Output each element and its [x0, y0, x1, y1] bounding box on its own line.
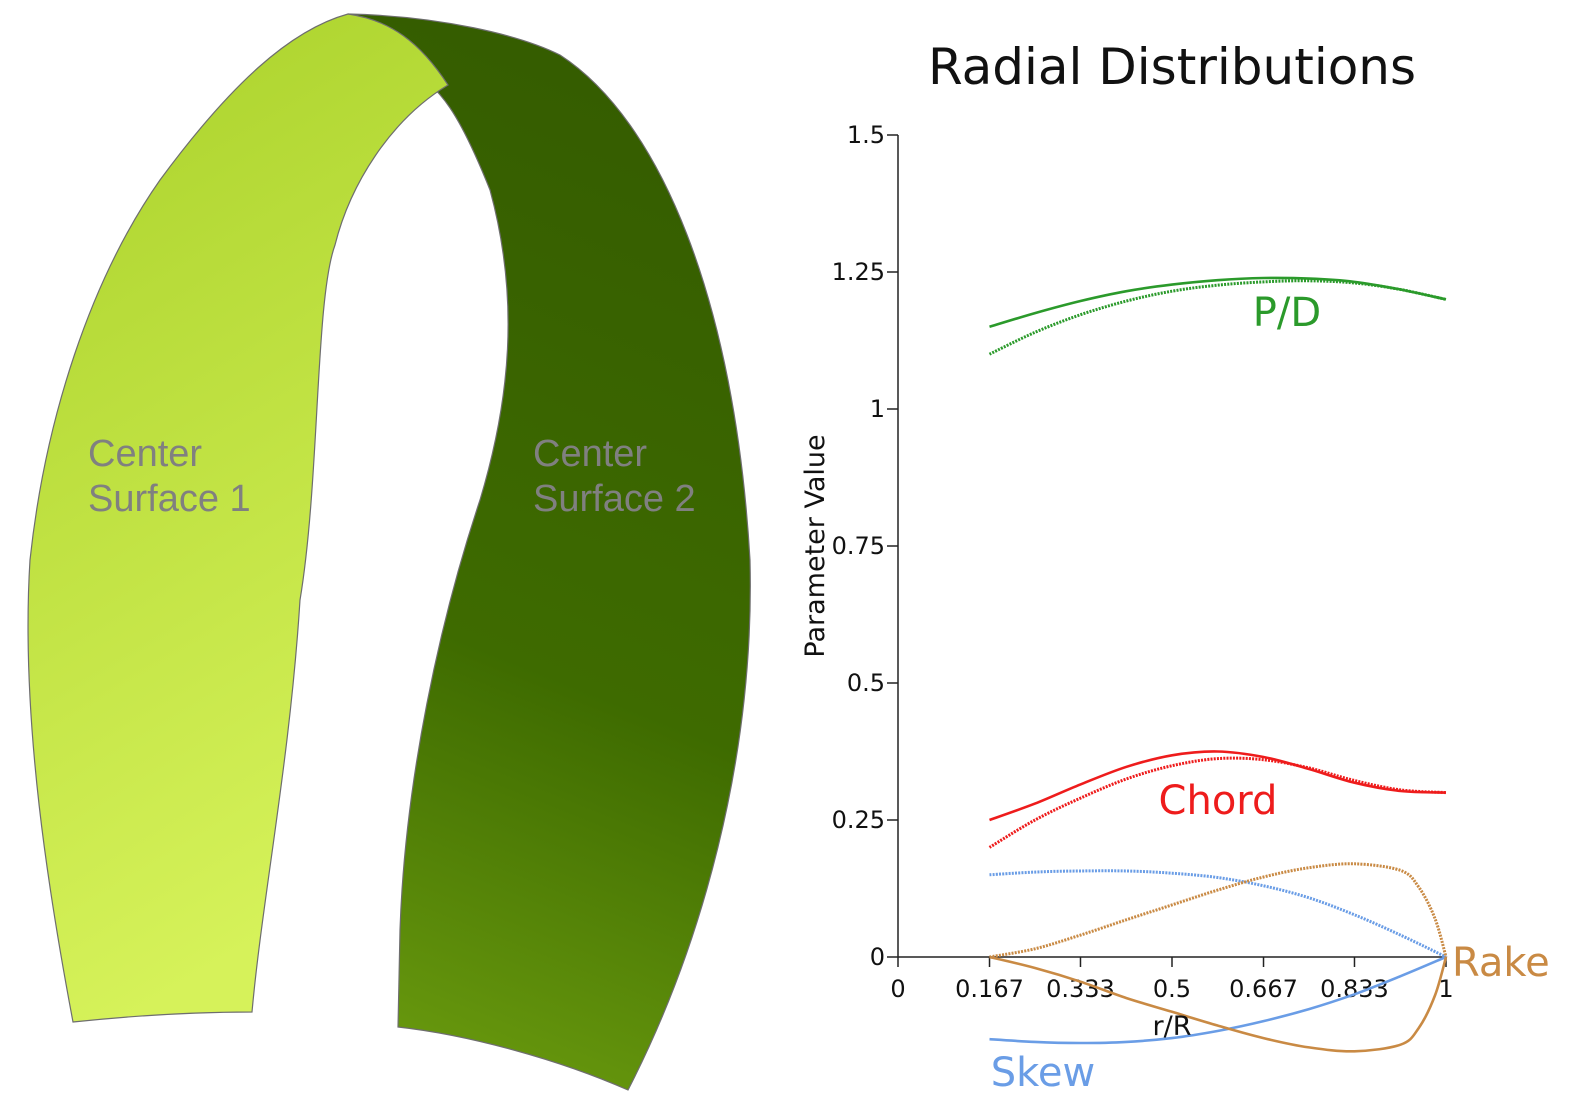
y-tick-label: 0.5 — [847, 669, 885, 697]
chart-series-labels: P/D Chord Skew Rake — [991, 290, 1550, 1096]
y-tick-label: 1 — [870, 395, 885, 423]
y-tick-label: 1.5 — [847, 121, 885, 149]
center-surface-1-shape — [27, 13, 449, 1023]
center-surface-1-label-line2: Surface 1 — [88, 478, 251, 520]
series-line-skew-surface-2 — [989, 869, 1447, 959]
series-label-chord: Chord — [1159, 778, 1278, 824]
y-tick-label: 0 — [870, 943, 885, 971]
series-line-rake-surface-1 — [989, 955, 1448, 1053]
series-line-chord-surface-2 — [988, 756, 1447, 849]
x-tick-label: 0 — [890, 975, 905, 1003]
series-label-rake: Rake — [1452, 940, 1550, 986]
chart-title: Radial Distributions — [928, 38, 1416, 96]
blade-surfaces-illustration: Center Surface 1 Center Surface 2 — [27, 13, 751, 1091]
y-tick-label: 0.75 — [832, 532, 885, 560]
x-tick-label: 0.833 — [1320, 975, 1389, 1003]
x-tick-label: 1 — [1438, 975, 1453, 1003]
series-line-p-d-surface-2 — [988, 279, 1447, 356]
x-axis-title: r/R — [1153, 1011, 1192, 1042]
radial-distributions-chart: Radial Distributions 0 0.25 0.5 0.75 1 1.25 1.… — [800, 38, 1550, 1096]
series-line-p-d-surface-1 — [989, 276, 1447, 329]
center-surface-2-label-line2: Surface 2 — [533, 478, 696, 520]
y-tick-label: 0.25 — [832, 806, 885, 834]
x-tick-label: 0.667 — [1229, 975, 1298, 1003]
series-line-skew-surface-1 — [989, 955, 1447, 1045]
center-surface-2-shape — [347, 13, 751, 1091]
center-surface-2-label-line1: Center — [533, 433, 647, 475]
series-line-rake-surface-2 — [989, 862, 1448, 959]
y-tick-label: 1.25 — [832, 258, 885, 286]
series-label-p-d: P/D — [1253, 290, 1321, 336]
series-label-skew: Skew — [991, 1050, 1095, 1096]
series-line-chord-surface-1 — [989, 750, 1447, 822]
x-tick-label: 0.5 — [1153, 975, 1191, 1003]
y-axis-title: Parameter Value — [800, 434, 831, 657]
x-tick-label: 0.167 — [955, 975, 1024, 1003]
center-surface-1-label-line1: Center — [88, 433, 202, 475]
chart-series — [988, 276, 1448, 1053]
